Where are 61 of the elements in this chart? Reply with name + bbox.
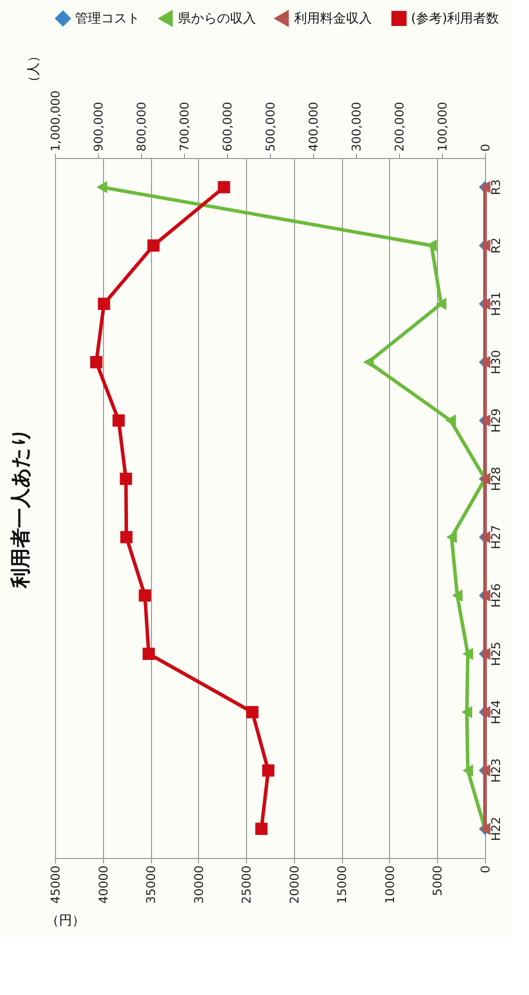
- point: [246, 706, 258, 718]
- x2-axis-title: （人）: [26, 50, 42, 88]
- x-tick-label: 20000: [287, 866, 302, 904]
- point: [120, 472, 132, 485]
- x2-tick-label: 600,000: [220, 102, 234, 152]
- x2-tick-label: 900,000: [92, 102, 106, 152]
- x-tick-label: 35000: [144, 866, 158, 904]
- x-tick-label: 30000: [192, 866, 206, 904]
- x2-tick-label: 400,000: [306, 102, 320, 152]
- y-tick-label: H28: [489, 466, 503, 491]
- point: [462, 706, 472, 718]
- y-tick-label: H29: [489, 408, 503, 433]
- point: [262, 764, 274, 777]
- point: [445, 414, 456, 427]
- x-tick-label: 5000: [430, 866, 445, 896]
- text: 利用者一人あたり: [8, 428, 32, 589]
- x-tick-label: 10000: [382, 866, 397, 904]
- x2-tick-label: 800,000: [134, 102, 148, 152]
- legend-label: 管理コスト: [75, 11, 140, 26]
- y-tick-label: H27: [489, 525, 503, 550]
- x-tick-label: 45000: [48, 866, 62, 904]
- point: [446, 531, 457, 544]
- y-tick-label: R3: [489, 179, 503, 196]
- x2-tick-label: 200,000: [392, 102, 406, 152]
- legend-label: (参考)利用者数: [411, 11, 500, 26]
- point: [96, 181, 108, 194]
- x-tick-label: 0: [478, 866, 492, 874]
- x-tick-label: 15000: [335, 866, 350, 904]
- point: [462, 648, 474, 660]
- point: [138, 589, 151, 602]
- x2-tick-label: 700,000: [178, 102, 192, 152]
- y-tick-label: H26: [489, 583, 503, 608]
- y-tick-label: H22: [489, 816, 503, 841]
- y-tick-label: H25: [489, 642, 503, 666]
- point: [120, 531, 133, 544]
- point: [218, 181, 230, 194]
- point: [112, 414, 125, 427]
- y-tick-label: H30: [489, 350, 503, 374]
- point: [462, 764, 474, 777]
- point: [147, 239, 160, 252]
- point: [255, 822, 268, 835]
- point: [98, 298, 110, 310]
- point: [436, 298, 446, 310]
- x-axis-title: （円）: [46, 914, 85, 928]
- y-tick-label: H31: [489, 292, 503, 316]
- point: [452, 589, 463, 602]
- point: [363, 356, 374, 368]
- y-tick-label: H23: [489, 758, 503, 783]
- y-tick-label: R2: [489, 238, 503, 254]
- x2-tick-label: 500,000: [264, 102, 278, 152]
- point: [90, 356, 102, 368]
- x-tick-label: 40000: [96, 866, 110, 904]
- y-tick-label: H24: [489, 700, 503, 724]
- point: [142, 648, 155, 660]
- x2-tick-label: 1,000,000: [48, 90, 62, 152]
- x2-tick-label: 100,000: [436, 102, 450, 152]
- x-tick-label: 25000: [240, 866, 254, 904]
- legend-label: 県からの収入: [178, 11, 256, 26]
- legend-label: 利用料金収入: [294, 11, 372, 26]
- x2-tick-label: 0: [478, 144, 492, 152]
- x2-tick-label: 300,000: [350, 102, 364, 152]
